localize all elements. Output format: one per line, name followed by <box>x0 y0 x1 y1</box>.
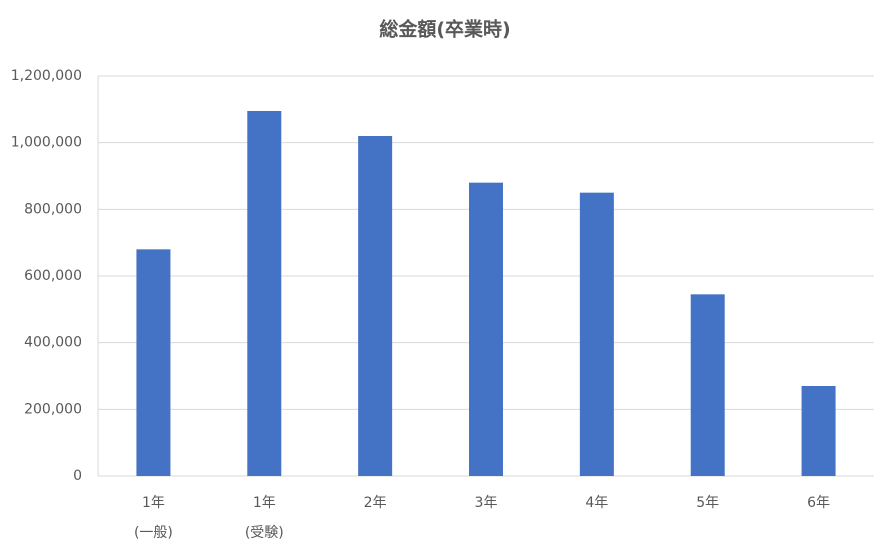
y-tick-label: 800,000 <box>24 201 82 217</box>
bar <box>136 249 171 476</box>
bar <box>801 386 836 476</box>
y-tick-label: 200,000 <box>24 401 82 417</box>
y-tick-label: 0 <box>73 468 82 484</box>
x-tick-label: 1年 (一般) <box>133 495 173 541</box>
y-tick-label: 1,200,000 <box>11 68 82 84</box>
x-tick-label: 2年 <box>363 495 387 511</box>
y-tick-label: 400,000 <box>24 335 82 351</box>
bar <box>469 182 503 476</box>
bar <box>358 136 393 476</box>
chart-title: 総金額(卒業時) <box>379 18 510 41</box>
x-tick-label: 1年 (受験) <box>244 495 284 541</box>
x-tick-label: 6年 <box>807 495 831 511</box>
x-tick-label: 4年 <box>585 495 609 511</box>
bar <box>690 294 725 476</box>
bar <box>579 192 614 476</box>
y-tick-label: 1,000,000 <box>11 135 82 151</box>
bar <box>247 111 282 476</box>
y-tick-label: 600,000 <box>24 268 82 284</box>
x-tick-label: 5年 <box>696 495 720 511</box>
x-tick-label: 3年 <box>474 495 498 511</box>
